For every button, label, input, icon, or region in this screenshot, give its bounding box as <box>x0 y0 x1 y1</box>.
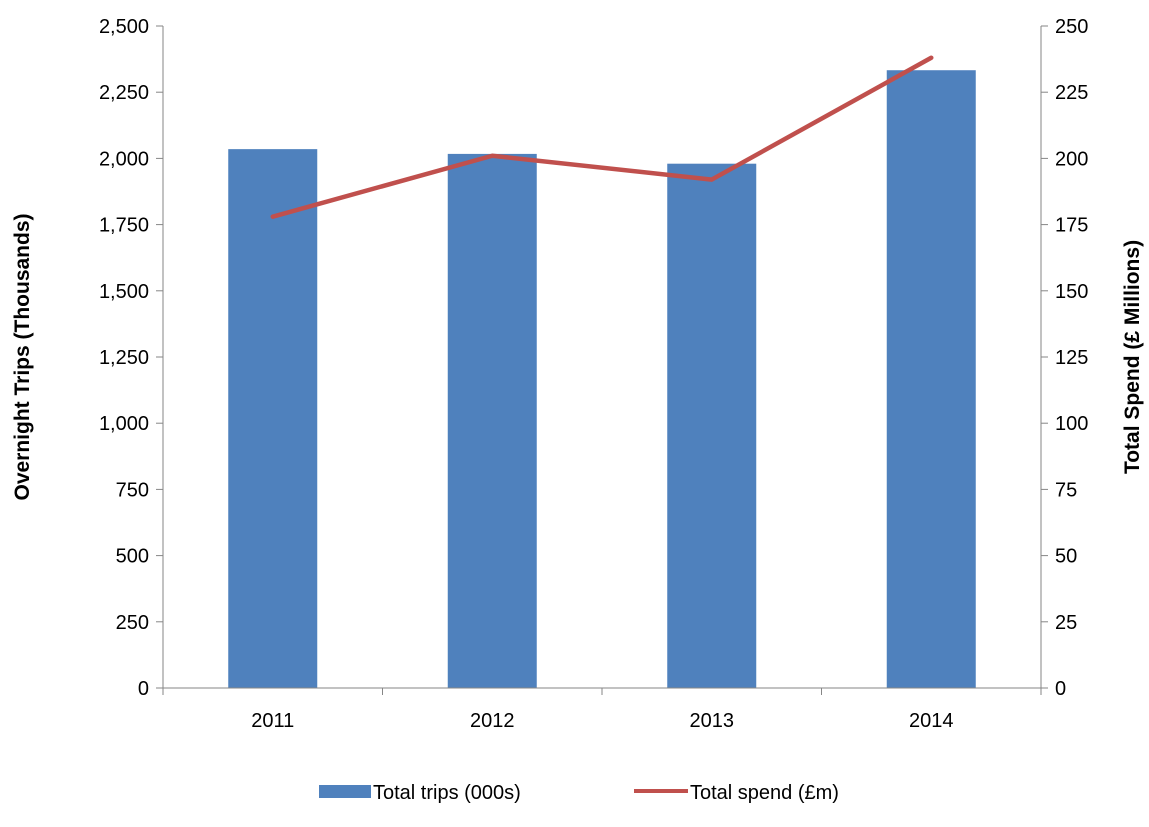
bar-2012 <box>447 153 537 688</box>
bar-2014 <box>886 70 976 688</box>
bar-2011 <box>228 149 318 688</box>
right-tick-label: 250 <box>1055 16 1088 38</box>
x-tick-label: 2014 <box>909 710 954 732</box>
x-axis-ticks: 2011 2012 2013 2014 <box>162 688 1042 732</box>
y2-axis-title: Total Spend (£ Millions) <box>1121 240 1144 474</box>
legend-swatch-trips <box>319 785 371 798</box>
left-tick-label: 2,250 <box>99 82 149 104</box>
left-tick-label: 750 <box>116 479 149 501</box>
legend: Total trips (000s) Total spend (£m) <box>319 782 839 804</box>
right-tick-label: 0 <box>1055 678 1066 700</box>
right-tick-label: 225 <box>1055 82 1088 104</box>
spend-line <box>270 55 934 219</box>
line-series-group <box>270 55 934 219</box>
y-axis-title: Overnight Trips (Thousands) <box>11 213 34 500</box>
left-tick-label: 2,500 <box>99 16 149 38</box>
x-tick-label: 2013 <box>690 710 735 732</box>
legend-label-trips: Total trips (000s) <box>373 782 521 804</box>
left-tick-label: 0 <box>138 678 149 700</box>
left-tick-label: 1,750 <box>99 215 149 237</box>
left-tick-label: 500 <box>116 546 149 568</box>
right-tick-label: 50 <box>1055 546 1077 568</box>
left-tick-label: 2,000 <box>99 148 149 170</box>
left-tick-label: 1,250 <box>99 347 149 369</box>
x-tick-label: 2012 <box>470 710 515 732</box>
left-tick-label: 1,500 <box>99 281 149 303</box>
right-tick-label: 150 <box>1055 281 1088 303</box>
right-tick-label: 200 <box>1055 148 1088 170</box>
right-tick-label: 100 <box>1055 413 1088 435</box>
bars-group <box>228 70 976 689</box>
bar-2013 <box>667 163 757 689</box>
x-tick-label: 2011 <box>251 710 294 732</box>
left-tick-label: 1,000 <box>99 413 149 435</box>
left-tick-label: 250 <box>116 612 149 634</box>
right-tick-label: 125 <box>1055 347 1088 369</box>
right-tick-label: 175 <box>1055 215 1088 237</box>
left-axis-ticks: 0 250 500 750 1,000 1,250 1,500 1,750 2,000 2,250… <box>99 16 163 700</box>
legend-label-spend: Total spend (£m) <box>690 782 839 804</box>
right-tick-label: 25 <box>1055 612 1077 634</box>
right-axis-ticks: 0 25 50 75 100 125 150 175 200 225 250 <box>1041 16 1088 700</box>
right-tick-label: 75 <box>1055 479 1077 501</box>
